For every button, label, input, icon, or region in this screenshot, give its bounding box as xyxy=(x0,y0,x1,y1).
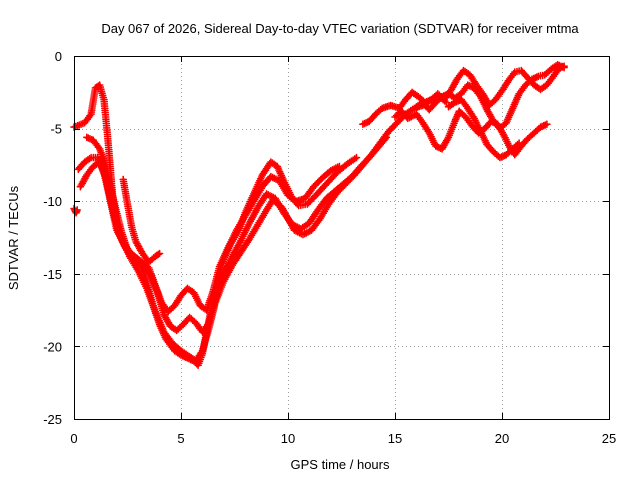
axis-ticks: 0 5 10 15 20 25 -25 -20 -15 -10 -5 0 xyxy=(43,49,616,446)
series-track-4 xyxy=(83,92,451,365)
x-tick-label: 25 xyxy=(602,431,616,446)
series-track-10 xyxy=(70,204,81,217)
data-point xyxy=(543,120,551,128)
data-marks xyxy=(70,60,568,370)
x-tick-label: 15 xyxy=(388,431,402,446)
data-point xyxy=(155,249,164,258)
series-track-9 xyxy=(444,95,523,162)
data-point xyxy=(352,153,361,162)
plot-frame xyxy=(74,56,610,420)
x-tick-label: 0 xyxy=(70,431,77,446)
y-axis-label: SDTVAR / TECUs xyxy=(6,185,21,290)
data-point xyxy=(515,139,523,147)
y-tick-label: -20 xyxy=(43,339,62,354)
x-axis-label: GPS time / hours xyxy=(291,457,390,472)
data-point xyxy=(335,162,344,171)
x-tick-label: 20 xyxy=(495,431,509,446)
data-point xyxy=(73,206,81,214)
chart-title: Day 067 of 2026, Sidereal Day-to-day VTE… xyxy=(101,21,579,36)
series-track-2 xyxy=(74,153,344,316)
series-track-8 xyxy=(412,60,568,133)
y-tick-label: -10 xyxy=(43,194,62,209)
x-tick-label: 10 xyxy=(281,431,295,446)
grid xyxy=(74,56,609,419)
series-track-5 xyxy=(119,175,164,266)
y-tick-label: -15 xyxy=(43,267,62,282)
y-tick-label: -5 xyxy=(50,122,62,137)
y-tick-label: -25 xyxy=(43,412,62,427)
x-tick-label: 5 xyxy=(177,431,184,446)
y-tick-label: 0 xyxy=(55,49,62,64)
data-point xyxy=(560,63,568,72)
